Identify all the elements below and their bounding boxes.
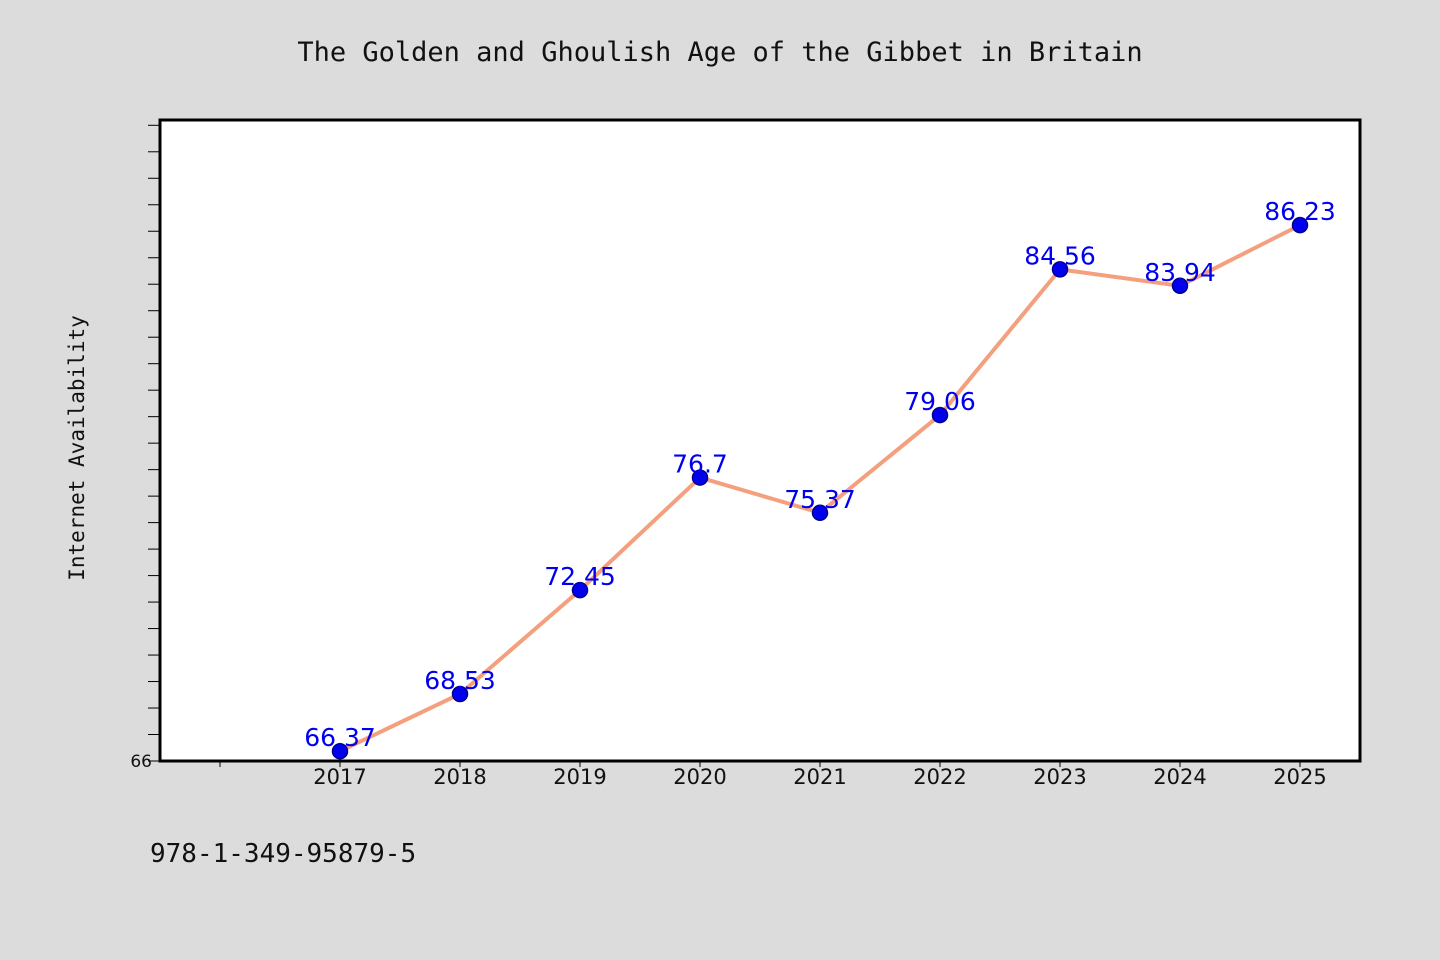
- series-group: 66.37 68.53 72.45 76.7 75.37 79.06 84.56 83.94 8…: [304, 197, 1336, 760]
- data-value-label: 68.53: [424, 666, 496, 695]
- x-tick-label: 2024: [1153, 765, 1206, 789]
- x-tick-label: 2025: [1273, 765, 1326, 789]
- data-point-marker: [1291, 216, 1309, 234]
- data-value-label: 79.06: [904, 387, 976, 416]
- data-point-marker: [571, 581, 589, 599]
- data-value-label: 76.7: [672, 450, 728, 479]
- x-tick-label: 2019: [553, 765, 606, 789]
- data-value-label: 86.23: [1264, 197, 1336, 226]
- data-value-label: 83.94: [1144, 258, 1216, 287]
- data-value-label: 66.37: [304, 723, 376, 752]
- data-point-marker: [451, 685, 469, 703]
- data-value-label: 75.37: [784, 485, 856, 514]
- chart-title: The Golden and Ghoulish Age of the Gibbe…: [297, 37, 1142, 68]
- data-point-marker: [1171, 277, 1189, 295]
- data-value-label: 72.45: [544, 562, 616, 591]
- x-tick-label: 2021: [793, 765, 846, 789]
- x-tick-label: 2018: [433, 765, 486, 789]
- data-point-marker: [1051, 261, 1069, 278]
- x-tick-label: 2023: [1033, 765, 1086, 789]
- x-tick-label: 2017: [313, 765, 366, 789]
- x-tick-label: 2020: [673, 765, 726, 789]
- data-point-marker: [691, 469, 709, 486]
- y-axis-label: Internet Availability: [65, 315, 89, 581]
- y-tick-label: 66: [130, 752, 152, 772]
- footnote-isbn: 978-1-349-95879-5: [150, 839, 416, 869]
- y-axis-ticks: 66: [130, 124, 160, 772]
- data-point-marker: [931, 406, 949, 424]
- data-point-marker: [331, 742, 349, 760]
- data-value-label: 84.56: [1024, 241, 1096, 270]
- data-point-marker: [811, 504, 829, 522]
- plot-area: [158, 118, 1362, 763]
- x-tick-label: 2022: [913, 765, 966, 789]
- x-axis-ticks: 2017 2018 2019 2020 2021 2022 2023 2024 2025: [219, 761, 1327, 789]
